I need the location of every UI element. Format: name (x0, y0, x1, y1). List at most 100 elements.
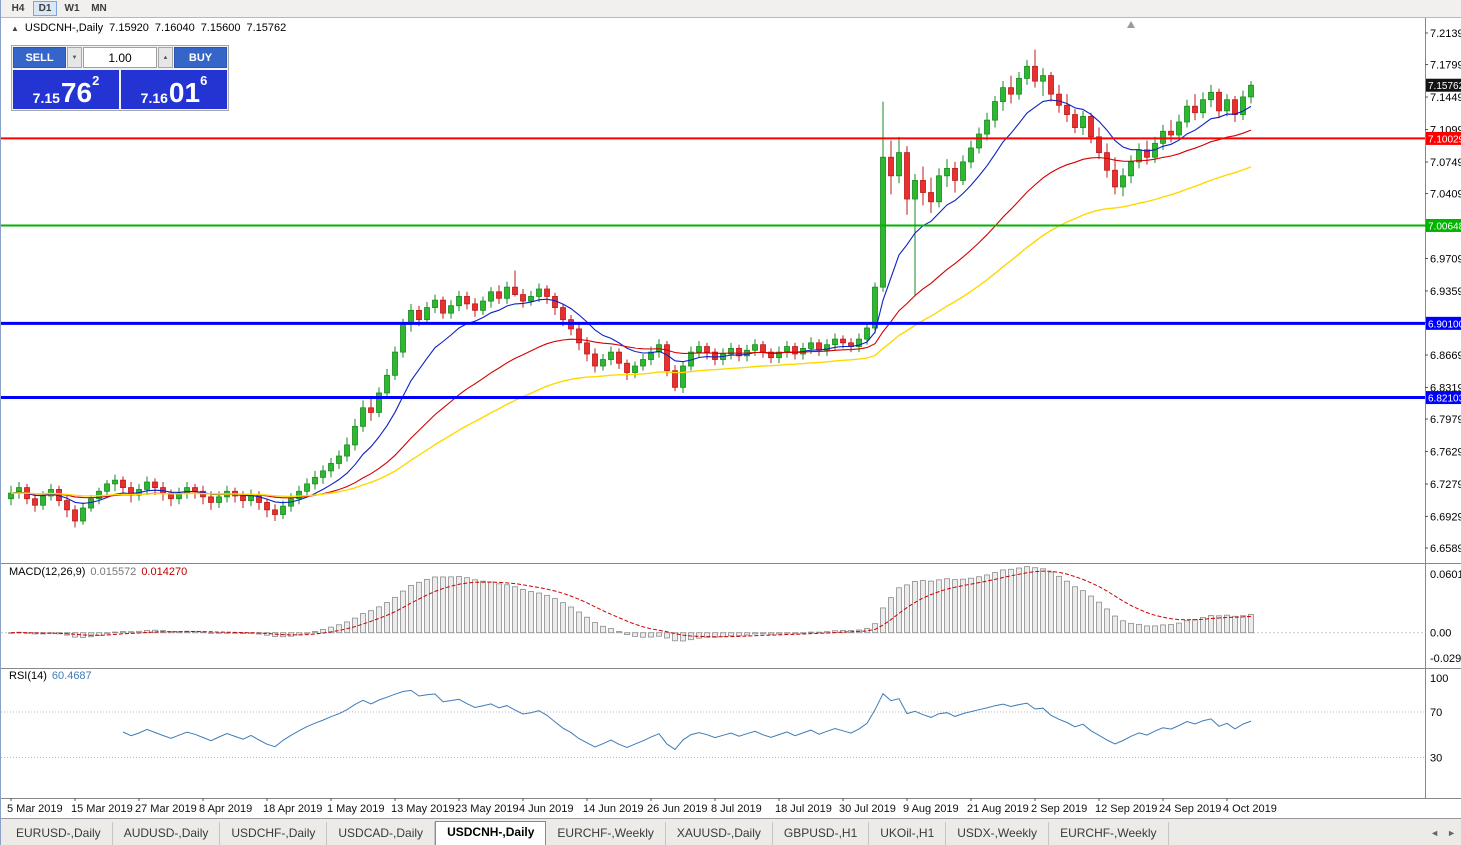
rsi-value: 60.4687 (51, 670, 92, 682)
svg-text:18 Apr 2019: 18 Apr 2019 (263, 803, 322, 815)
buy-price-pips: 01 (168, 77, 201, 108)
svg-text:6.72790: 6.72790 (1430, 479, 1461, 491)
rsi-level-lines (1, 711, 1425, 758)
price-axis-labels: 7.213907.179907.144907.109907.074907.040… (1425, 28, 1461, 555)
chart-canvas[interactable]: 7.213907.179907.144907.109907.074907.040… (1, 18, 1461, 818)
svg-text:6.90100: 6.90100 (1428, 319, 1461, 330)
timeframe-button-h4[interactable]: H4 (6, 1, 30, 16)
svg-text:6.79790: 6.79790 (1430, 414, 1461, 426)
ma-slow-line (10, 166, 1252, 498)
ohlc-close: 7.15762 (246, 22, 287, 34)
horizontal-line-6.90100[interactable]: 6.90100 (1, 316, 1461, 331)
sell-button[interactable]: SELL (13, 47, 66, 68)
tab-usdcad-daily[interactable]: USDCAD-,Daily (327, 822, 436, 845)
spin-up-icon: ▲ (162, 54, 169, 61)
svg-text:100: 100 (1430, 673, 1448, 685)
svg-text:1 May 2019: 1 May 2019 (327, 803, 384, 815)
tab-audusd-daily[interactable]: AUDUSD-,Daily (113, 822, 221, 845)
svg-text:-0.029064: -0.029064 (1430, 653, 1461, 665)
ma-mid-line (10, 129, 1252, 499)
current-price-label: 7.15762 (1426, 78, 1461, 92)
horizontal-line-7.00648[interactable]: 7.00648 (1, 218, 1461, 233)
svg-text:9 Aug 2019: 9 Aug 2019 (903, 803, 959, 815)
svg-text:21 Aug 2019: 21 Aug 2019 (967, 803, 1029, 815)
svg-text:0.00: 0.00 (1430, 628, 1451, 640)
svg-text:4 Jun 2019: 4 Jun 2019 (519, 803, 573, 815)
ohlc-high: 7.16040 (154, 22, 195, 34)
moving-average-lines (10, 99, 1252, 504)
svg-text:6.82103: 6.82103 (1428, 394, 1461, 405)
svg-text:6.65890: 6.65890 (1430, 543, 1461, 555)
chart-shift-marker-icon[interactable] (1127, 21, 1135, 28)
volume-increase-button[interactable]: ▲ (158, 47, 173, 68)
svg-text:30 Jul 2019: 30 Jul 2019 (839, 803, 896, 815)
macd-signal-line (10, 570, 1252, 638)
tab-scroll-arrows: ◄ ► (1430, 828, 1456, 838)
tab-ukoil-h1[interactable]: UKOil-,H1 (869, 822, 947, 845)
svg-text:7.04090: 7.04090 (1430, 189, 1461, 201)
sell-price-point: 2 (92, 73, 100, 88)
svg-text:70: 70 (1430, 707, 1442, 719)
svg-text:6.93590: 6.93590 (1430, 286, 1461, 298)
rsi-axis-labels: 100 70 30 (1430, 673, 1448, 764)
macd-signal-value: 0.014270 (141, 566, 188, 578)
tab-scroll-left-icon[interactable]: ◄ (1430, 828, 1440, 838)
chart-collapse-icon[interactable]: ▲ (11, 23, 19, 33)
symbol-tab-bar: EURUSD-,Daily AUDUSD-,Daily USDCHF-,Daily U… (1, 818, 1461, 845)
svg-text:15 Mar 2019: 15 Mar 2019 (71, 803, 133, 815)
rsi-indicator-header: RSI(14) 60.4687 (9, 670, 92, 682)
svg-text:7.14490: 7.14490 (1430, 92, 1461, 104)
tab-eurusd-daily[interactable]: EURUSD-,Daily (5, 822, 113, 845)
horizontal-line-7.10029[interactable]: 7.10029 (1, 131, 1461, 146)
horizontal-line-6.82103[interactable]: 6.82103 (1, 391, 1461, 405)
svg-text:2 Sep 2019: 2 Sep 2019 (1031, 803, 1087, 815)
buy-price-display[interactable]: 7.16 01 6 (121, 70, 227, 109)
timeframe-button-w1[interactable]: W1 (60, 1, 84, 16)
tab-xauusd-daily[interactable]: XAUUSD-,Daily (666, 822, 773, 845)
svg-text:23 May 2019: 23 May 2019 (455, 803, 519, 815)
svg-text:6.76290: 6.76290 (1430, 446, 1461, 458)
sell-price-display[interactable]: 7.15 76 2 (13, 70, 119, 109)
timeframe-button-mn[interactable]: MN (87, 1, 111, 16)
svg-text:7.10029: 7.10029 (1428, 134, 1461, 145)
ohlc-open: 7.15920 (109, 22, 149, 34)
macd-histogram (8, 566, 1254, 642)
spin-down-icon: ▼ (71, 54, 78, 61)
timeframe-button-d1[interactable]: D1 (33, 1, 57, 16)
svg-text:30: 30 (1430, 752, 1442, 764)
volume-input[interactable] (83, 47, 157, 68)
sell-price-pips: 76 (60, 77, 93, 108)
svg-text:8 Jul 2019: 8 Jul 2019 (711, 803, 762, 815)
buy-price-point: 6 (200, 73, 208, 88)
tab-eurchf-weekly[interactable]: EURCHF-,Weekly (546, 822, 666, 845)
macd-indicator-header: MACD(12,26,9) 0.015572 0.014270 (9, 566, 187, 578)
tab-eurchf-weekly[interactable]: EURCHF-,Weekly (1049, 822, 1169, 845)
tab-usdcnh-daily[interactable]: USDCNH-,Daily (435, 821, 547, 845)
rsi-line (122, 689, 1252, 751)
ma-fast-line (10, 99, 1252, 504)
svg-text:8 Apr 2019: 8 Apr 2019 (199, 803, 252, 815)
svg-text:12 Sep 2019: 12 Sep 2019 (1095, 803, 1157, 815)
volume-decrease-button[interactable]: ▼ (67, 47, 82, 68)
buy-button[interactable]: BUY (174, 47, 227, 68)
tab-usdchf-daily[interactable]: USDCHF-,Daily (220, 822, 328, 845)
svg-text:14 Jun 2019: 14 Jun 2019 (583, 803, 644, 815)
tab-scroll-right-icon[interactable]: ► (1447, 828, 1456, 838)
macd-label: MACD(12,26,9) (9, 566, 86, 578)
svg-text:7.00648: 7.00648 (1428, 221, 1461, 232)
svg-text:5 Mar 2019: 5 Mar 2019 (7, 803, 63, 815)
chart-title: ▲ USDCNH-,Daily 7.15920 7.16040 7.15600 … (11, 22, 286, 34)
macd-main-value: 0.015572 (90, 566, 137, 578)
candlestick-series (8, 49, 1254, 528)
svg-text:6.86690: 6.86690 (1430, 350, 1461, 362)
tab-usdx-weekly[interactable]: USDX-,Weekly (946, 822, 1050, 845)
tab-gbpusd-h1[interactable]: GBPUSD-,H1 (773, 822, 870, 845)
svg-text:4 Oct 2019: 4 Oct 2019 (1223, 803, 1277, 815)
svg-text:0.060146: 0.060146 (1430, 569, 1461, 581)
svg-text:6.69290: 6.69290 (1430, 511, 1461, 523)
svg-text:7.21390: 7.21390 (1430, 28, 1461, 40)
svg-text:24 Sep 2019: 24 Sep 2019 (1159, 803, 1221, 815)
macd-axis-labels: 0.060146 0.00 -0.029064 (1430, 569, 1461, 665)
sell-price-main: 7.15 (32, 90, 60, 106)
